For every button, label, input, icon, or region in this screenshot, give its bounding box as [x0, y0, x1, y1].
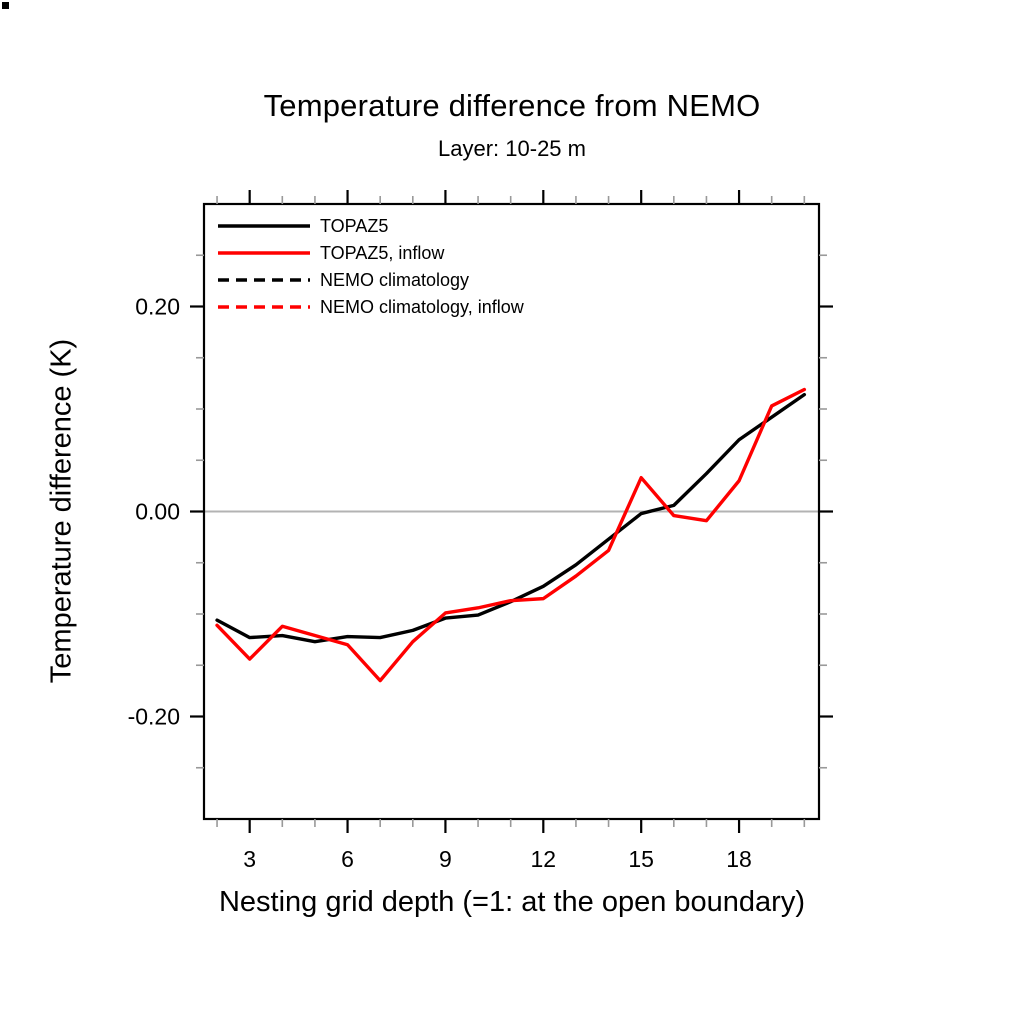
x-axis-ticks	[216, 190, 806, 833]
x-tick-label: 9	[439, 846, 452, 872]
legend-label-topaz5: TOPAZ5	[320, 216, 388, 236]
x-tick-label: 12	[531, 846, 557, 872]
x-tick-label: 18	[726, 846, 752, 872]
legend-label-nemo-climatology: NEMO climatology	[320, 270, 469, 290]
series-line-topaz5	[215, 392, 807, 644]
y-tick-label: 0.00	[135, 499, 180, 525]
y-tick-label: 0.20	[135, 294, 180, 320]
x-tick-label: 3	[243, 846, 256, 872]
legend: TOPAZ5 TOPAZ5, inflow NEMO climatology NEMO…	[218, 216, 525, 317]
y-tick-label: -0.20	[128, 704, 180, 730]
x-tick-label: 15	[628, 846, 654, 872]
x-tick-labels: 3 6 9 12 15 18	[243, 846, 752, 872]
x-tick-label: 6	[341, 846, 354, 872]
chart-subtitle: Layer: 10-25 m	[438, 136, 586, 161]
legend-label-nemo-climatology-inflow: NEMO climatology, inflow	[320, 297, 525, 317]
corner-artifact	[2, 2, 9, 9]
y-tick-labels: -0.20 0.00 0.20	[128, 294, 180, 730]
series-line-topaz5-inflow	[215, 387, 807, 683]
y-axis-ticks	[190, 254, 833, 769]
x-axis-label: Nesting grid depth (=1: at the open boun…	[218, 886, 806, 918]
legend-label-topaz5-inflow: TOPAZ5, inflow	[320, 243, 445, 263]
chart-title: Temperature difference from NEMO	[263, 88, 761, 123]
